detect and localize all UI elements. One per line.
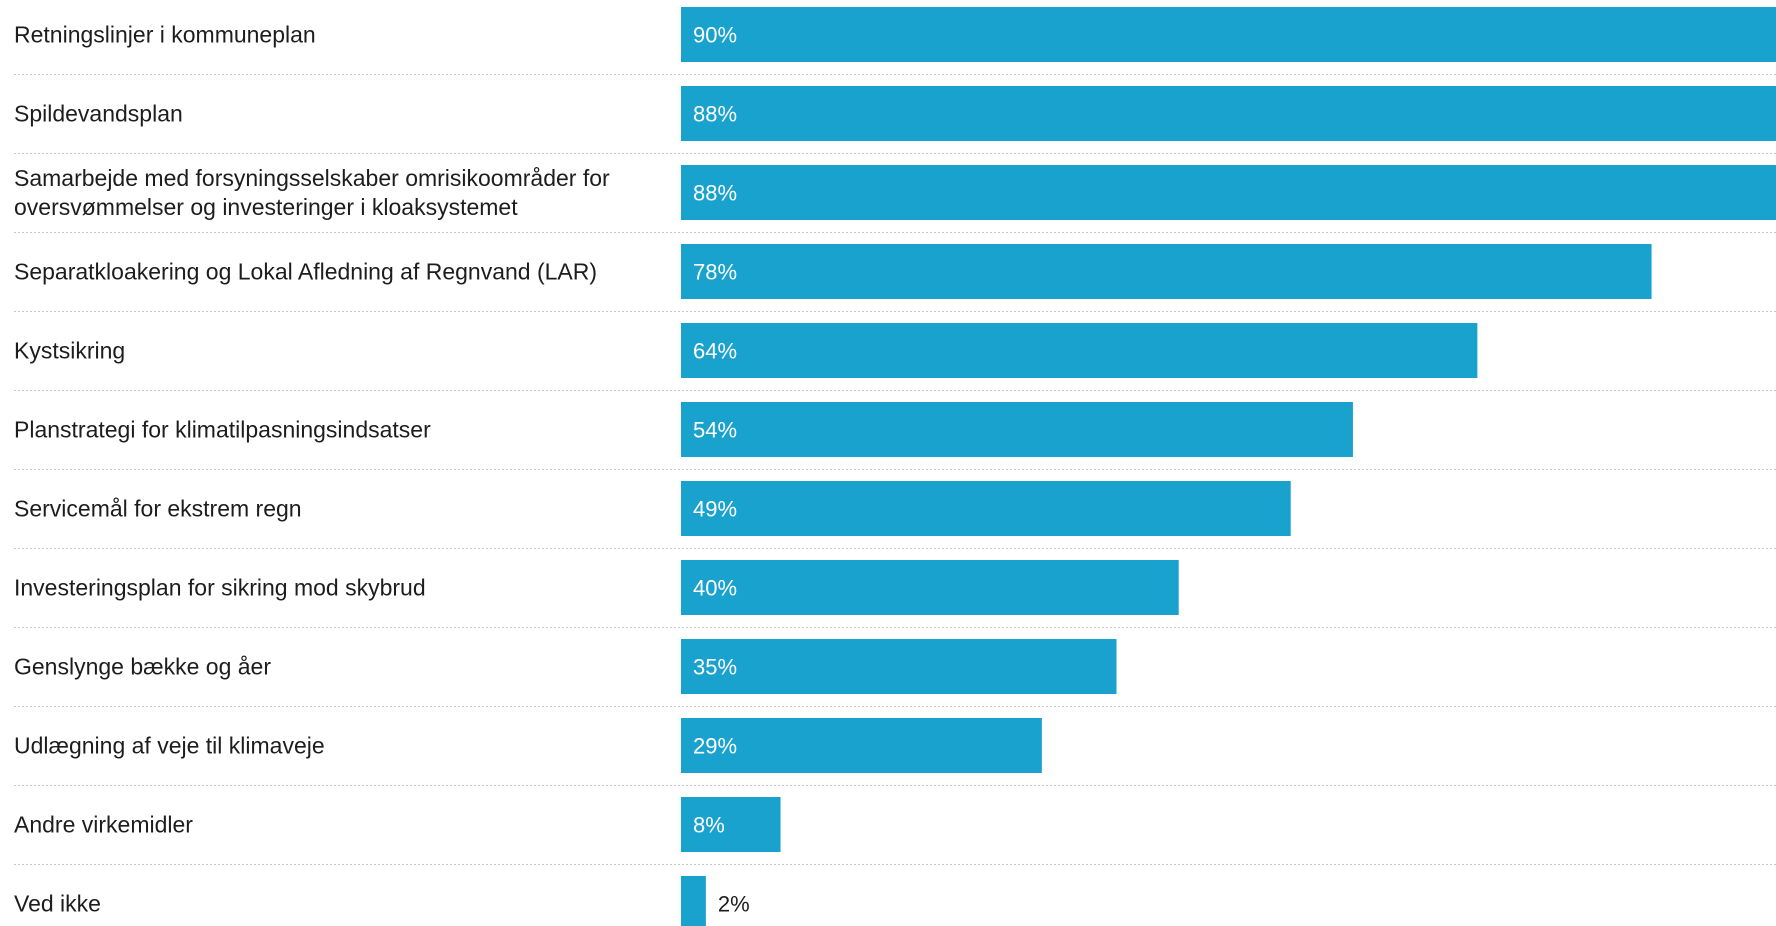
value-label: 88% <box>693 181 737 206</box>
category-label: Udlægning af veje til klimaveje <box>14 733 325 759</box>
category-label-line: Samarbejde med forsyningsselskaber omris… <box>14 165 610 191</box>
bar <box>681 165 1776 220</box>
value-label: 40% <box>693 576 737 601</box>
category-label-line: Planstrategi for klimatilpasningsindsats… <box>14 417 431 443</box>
bar <box>681 244 1652 299</box>
value-label: 2% <box>718 892 750 917</box>
category-label: Planstrategi for klimatilpasningsindsats… <box>14 417 431 443</box>
value-label: 78% <box>693 260 737 285</box>
category-label: Kystsikring <box>14 338 125 364</box>
category-label: Retningslinjer i kommuneplan <box>14 22 316 48</box>
value-label: 8% <box>693 813 725 838</box>
value-label: 88% <box>693 102 737 127</box>
bar <box>681 323 1478 378</box>
bar <box>681 718 1042 773</box>
category-label: Separatkloakering og Lokal Afledning af … <box>14 259 597 285</box>
category-label: Ved ikke <box>14 891 101 917</box>
category-label-line: Servicemål for ekstrem regn <box>14 496 302 522</box>
category-label-line: Ved ikke <box>14 891 101 917</box>
bar <box>681 402 1353 457</box>
category-label-line: Andre virkemidler <box>14 812 193 838</box>
bar <box>681 797 781 852</box>
category-label-line: Retningslinjer i kommuneplan <box>14 22 316 48</box>
category-label: Investeringsplan for sikring mod skybrud <box>14 575 426 601</box>
bar <box>681 86 1776 141</box>
chart-rows: Retningslinjer i kommuneplan 90% Spildevan… <box>14 7 1776 926</box>
bar <box>681 639 1117 694</box>
bar <box>681 7 1776 62</box>
value-label: 90% <box>693 23 737 48</box>
value-label: 35% <box>693 655 737 680</box>
category-label: Genslynge bække og åer <box>14 654 271 680</box>
value-label: 49% <box>693 497 737 522</box>
category-label-line: Genslynge bække og åer <box>14 654 271 680</box>
bar <box>681 876 706 926</box>
value-label: 29% <box>693 734 737 759</box>
value-label: 54% <box>693 418 737 443</box>
category-label-line: Separatkloakering og Lokal Afledning af … <box>14 259 597 285</box>
category-label-line: Kystsikring <box>14 338 125 364</box>
category-label-line: Udlægning af veje til klimaveje <box>14 733 325 759</box>
category-label: Samarbejde med forsyningsselskaber omris… <box>14 165 610 220</box>
value-label: 64% <box>693 339 737 364</box>
bar <box>681 560 1179 615</box>
category-label-line: oversvømmelser og investeringer i kloaks… <box>14 194 518 220</box>
category-label: Andre virkemidler <box>14 812 193 838</box>
category-label-line: Investeringsplan for sikring mod skybrud <box>14 575 426 601</box>
category-label-line: Spildevandsplan <box>14 101 183 127</box>
category-label: Servicemål for ekstrem regn <box>14 496 302 522</box>
bar <box>681 481 1291 536</box>
category-label: Spildevandsplan <box>14 101 183 127</box>
